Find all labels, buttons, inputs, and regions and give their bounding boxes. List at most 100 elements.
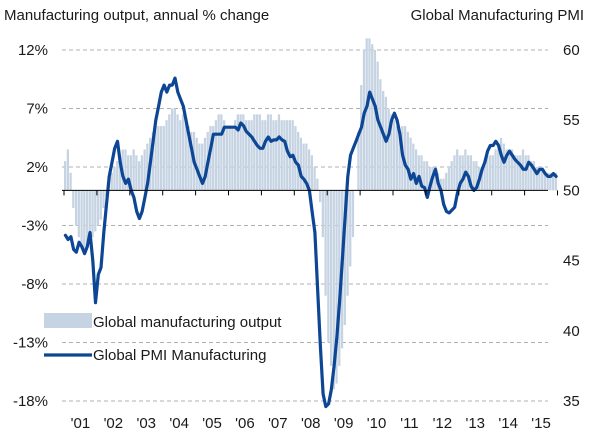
output-bar xyxy=(66,149,69,191)
right-tick-label: 45 xyxy=(563,253,580,270)
output-bar xyxy=(538,167,541,191)
output-bar xyxy=(505,149,508,191)
x-tick-label: '02 xyxy=(104,415,124,432)
output-bar xyxy=(329,190,333,366)
output-bar xyxy=(335,190,338,384)
legend: Global manufacturing output Global PMI Ma… xyxy=(44,313,282,364)
output-bar xyxy=(365,38,368,191)
output-bar xyxy=(255,114,259,191)
output-bar xyxy=(302,143,305,191)
output-bar xyxy=(124,149,127,191)
output-bar xyxy=(376,61,379,191)
output-bar xyxy=(442,178,445,191)
output-bar xyxy=(552,172,555,191)
output-bar xyxy=(324,190,327,296)
x-tick-label: '09 xyxy=(334,415,354,432)
output-bar xyxy=(398,131,401,191)
output-bar xyxy=(88,190,91,244)
output-bar xyxy=(513,155,516,191)
left-tick-label: 2% xyxy=(26,159,48,176)
output-bar xyxy=(94,190,97,232)
output-bar xyxy=(338,190,341,366)
output-bar xyxy=(283,120,286,191)
output-bar xyxy=(530,161,533,191)
output-bar xyxy=(480,167,483,191)
output-bar xyxy=(327,190,330,343)
output-bar xyxy=(244,120,248,191)
output-bar xyxy=(475,161,478,191)
output-bar xyxy=(497,143,500,191)
output-bar xyxy=(159,126,163,191)
left-tick-label: -8% xyxy=(21,276,48,293)
output-bar xyxy=(239,114,242,191)
output-bar xyxy=(357,131,360,191)
output-bar xyxy=(332,190,335,390)
output-bar xyxy=(253,114,256,191)
output-bar xyxy=(198,143,201,191)
output-bar xyxy=(80,190,83,249)
output-bar xyxy=(508,149,511,191)
output-bar xyxy=(269,114,272,191)
output-bar xyxy=(532,161,536,191)
output-bar xyxy=(264,120,267,191)
output-bar xyxy=(69,172,72,191)
output-bar xyxy=(368,38,371,191)
right-tick-label: 50 xyxy=(563,182,580,199)
output-bar xyxy=(393,120,396,191)
output-bar xyxy=(349,190,352,267)
output-bar xyxy=(83,190,86,255)
output-bar xyxy=(502,143,505,191)
output-bar xyxy=(165,120,168,191)
left-tick-label: -13% xyxy=(13,335,48,352)
output-bars xyxy=(64,38,558,390)
output-bar xyxy=(195,137,198,191)
output-bar xyxy=(439,178,442,191)
output-bar xyxy=(266,114,270,191)
right-tick-label: 35 xyxy=(563,393,580,410)
output-bar xyxy=(351,190,355,238)
output-bar xyxy=(110,172,113,191)
output-bar xyxy=(516,155,519,191)
output-bar xyxy=(379,79,382,191)
output-bar xyxy=(261,120,264,191)
output-bar xyxy=(96,190,100,226)
output-bar xyxy=(91,190,94,238)
output-bar xyxy=(395,126,398,191)
output-bar xyxy=(168,114,171,191)
output-bar xyxy=(280,120,283,191)
output-bar xyxy=(316,178,319,191)
output-bar xyxy=(499,137,503,191)
output-bar xyxy=(456,149,459,191)
output-bar xyxy=(242,114,245,191)
output-bar xyxy=(258,114,261,191)
output-bar xyxy=(412,143,415,191)
output-bar xyxy=(225,126,229,191)
output-bar xyxy=(425,161,429,191)
output-bar xyxy=(275,120,278,191)
x-tick-label: '10 xyxy=(367,415,387,432)
left-tick-label: -3% xyxy=(21,218,48,235)
left-axis-title: Manufacturing output, annual % change xyxy=(4,7,269,24)
output-bar xyxy=(157,126,160,191)
output-bar xyxy=(464,149,467,191)
output-bar xyxy=(346,190,349,296)
output-bar xyxy=(543,172,547,191)
output-bar xyxy=(272,120,275,191)
output-bar xyxy=(318,190,322,203)
output-bar xyxy=(387,108,390,191)
left-tick-label: 7% xyxy=(26,101,48,118)
output-bar xyxy=(373,50,377,191)
output-bar xyxy=(184,120,187,191)
output-bar xyxy=(173,108,176,191)
output-bar xyxy=(420,155,423,191)
output-bar xyxy=(450,161,453,191)
output-bar xyxy=(250,120,253,191)
output-bar xyxy=(132,149,135,191)
output-bar xyxy=(212,126,215,191)
output-bar xyxy=(181,114,185,191)
output-bar xyxy=(138,161,141,191)
output-bar xyxy=(299,137,303,191)
output-bar xyxy=(297,131,300,191)
x-tick-label: '13 xyxy=(465,415,485,432)
output-bar xyxy=(486,155,489,191)
